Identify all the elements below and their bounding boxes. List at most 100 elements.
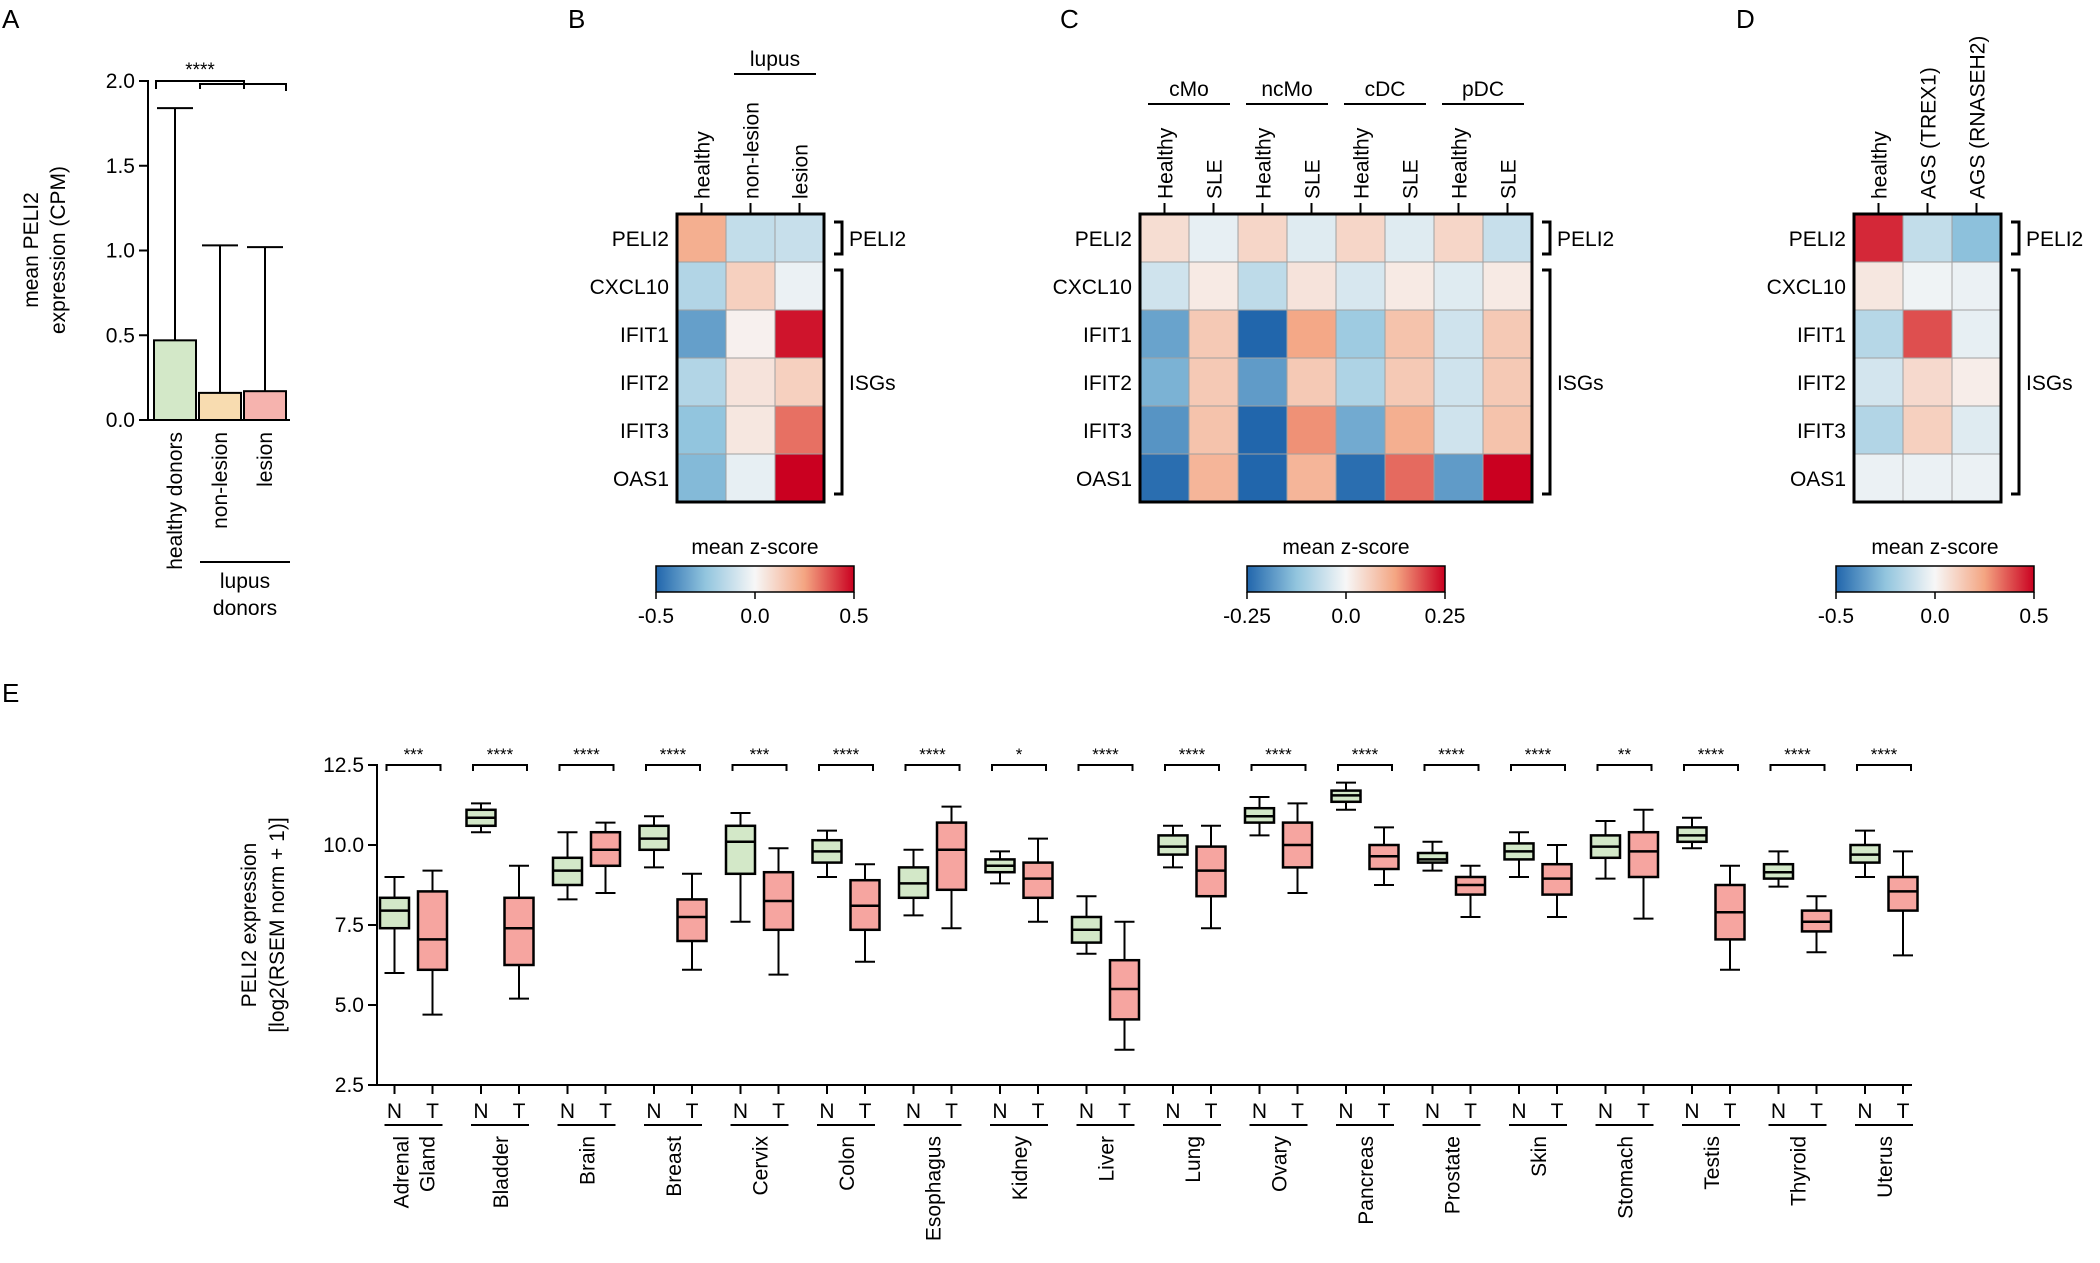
significance-label-e: ***: [750, 745, 770, 764]
heatmap-cell-IFIT1-4: [1286, 309, 1337, 359]
row-label-IFIT3: IFIT3: [620, 420, 669, 443]
row-label-IFIT3: IFIT3: [1797, 420, 1846, 443]
heatmap-cell-PELI2-2: [1902, 213, 1953, 263]
panel-c-heatmap: PELI2 CXCL10 IFIT1 IFIT2 IFIT3 OAS1 Healthy SLE…: [1053, 78, 1615, 628]
heatmap-cell-IFIT3-7: [1433, 405, 1484, 455]
heatmap-cell-IFIT2-1: [1853, 357, 1904, 407]
panel-label-e: E: [2, 678, 19, 708]
heatmap-cell-PELI2-5: [1335, 213, 1386, 263]
heatmap-cell-CXCL10-2: [1188, 261, 1239, 311]
heatmap-cell-IFIT2-2: [725, 357, 776, 407]
colorbar-tick-label: -0.5: [1818, 605, 1854, 628]
significance-label-e: ****: [1352, 745, 1379, 764]
bracket-label-isgs: ISGs: [2026, 372, 2073, 395]
heatmap-cell-PELI2-1: [676, 213, 727, 263]
heatmap-cell-IFIT3-1: [1139, 405, 1190, 455]
significance-label-e: ****: [1438, 745, 1465, 764]
tissue-label: Cervix: [750, 1136, 773, 1196]
row-label-IFIT3: IFIT3: [1083, 420, 1132, 443]
pair-label-T: T: [1205, 1100, 1218, 1123]
group-label-a: lupus: [220, 570, 270, 593]
significance-label-e: *: [1016, 745, 1023, 764]
colorbar-tick-label: 0.5: [839, 605, 868, 628]
heatmap-cell-CXCL10-1: [1139, 261, 1190, 311]
tissue-label: Stomach: [1615, 1136, 1638, 1219]
colorbar-tick-label: 0.0: [740, 605, 769, 628]
colorbar: [1835, 565, 2035, 593]
heatmap-cell-IFIT1-7: [1433, 309, 1484, 359]
bracket-label-isgs: ISGs: [1557, 372, 1604, 395]
panel-label-b: B: [568, 4, 585, 34]
pair-label-N: N: [1857, 1100, 1872, 1123]
y-tick-label-a: 0.0: [106, 409, 135, 432]
heatmap-cell-IFIT2-1: [1139, 357, 1190, 407]
heatmap-cell-PELI2-6: [1384, 213, 1435, 263]
heatmap-cell-OAS1-1: [1139, 453, 1190, 503]
y-tick-label-a: 2.0: [106, 70, 135, 93]
heatmap-cell-PELI2-8: [1482, 213, 1533, 263]
pair-label-N: N: [1165, 1100, 1180, 1123]
heatmap-cell-IFIT3-2: [1902, 405, 1953, 455]
heatmap-cell-OAS1-3: [774, 453, 825, 503]
box-Adrenal-Gland-T: [416, 890, 449, 972]
significance-bracket-e: [645, 764, 701, 771]
row-label-PELI2: PELI2: [1789, 228, 1846, 251]
pair-label-N: N: [1511, 1100, 1526, 1123]
colorbar-title: mean z-score: [1871, 536, 1998, 559]
bar-lesion: [243, 390, 287, 421]
heatmap-cell-IFIT1-5: [1335, 309, 1386, 359]
column-label: Healthy: [1155, 127, 1178, 199]
row-label-CXCL10: CXCL10: [590, 276, 669, 299]
significance-label-e: ***: [404, 745, 424, 764]
heatmap-cell-CXCL10-8: [1482, 261, 1533, 311]
heatmap-cell-IFIT3-3: [774, 405, 825, 455]
heatmap-cell-IFIT3-6: [1384, 405, 1435, 455]
row-label-OAS1: OAS1: [1076, 468, 1132, 491]
heatmap-cell-PELI2-2: [725, 213, 776, 263]
heatmap-cell-IFIT2-8: [1482, 357, 1533, 407]
column-label: SLE: [1302, 159, 1325, 199]
heatmap-cell-IFIT1-8: [1482, 309, 1533, 359]
tissue-label: Kidney: [1009, 1136, 1032, 1201]
pair-label-T: T: [686, 1100, 699, 1123]
significance-label-e: ****: [919, 745, 946, 764]
tissue-label: Prostate: [1442, 1136, 1465, 1214]
heatmap-cell-IFIT2-4: [1286, 357, 1337, 407]
pair-label-N: N: [733, 1100, 748, 1123]
heatmap-cell-IFIT3-4: [1286, 405, 1337, 455]
heatmap-cell-PELI2-3: [774, 213, 825, 263]
bracket-isgs: [834, 268, 844, 496]
row-label-IFIT1: IFIT1: [620, 324, 669, 347]
heatmap-cell-IFIT1-3: [1951, 309, 2002, 359]
heatmap-cell-IFIT2-3: [774, 357, 825, 407]
heatmap-cell-IFIT1-2: [725, 309, 776, 359]
heatmap-cell-IFIT1-6: [1384, 309, 1435, 359]
pair-label-N: N: [819, 1100, 834, 1123]
row-label-PELI2: PELI2: [612, 228, 669, 251]
colorbar-tick-label: 0.0: [1331, 605, 1360, 628]
significance-bracket-a: [199, 83, 287, 91]
significance-bracket-e: [1164, 764, 1220, 771]
significance-bracket-e: [1510, 764, 1566, 771]
box-Bladder-T: [503, 896, 535, 967]
pair-label-T: T: [772, 1100, 785, 1123]
heatmap-cell-IFIT3-5: [1335, 405, 1386, 455]
heatmap-cell-OAS1-8: [1482, 453, 1533, 503]
panel-label-d: D: [1736, 4, 1755, 34]
y-tick-label-a: 0.5: [106, 324, 135, 347]
heatmap-cell-OAS1-1: [1853, 453, 1904, 503]
box-Stomach-T: [1627, 830, 1660, 879]
heatmap-cell-OAS1-2: [1188, 453, 1239, 503]
tissue-label: Lung: [1182, 1136, 1205, 1183]
row-label-IFIT2: IFIT2: [1797, 372, 1846, 395]
row-label-OAS1: OAS1: [613, 468, 669, 491]
significance-label-e: ****: [1265, 745, 1292, 764]
pair-label-N: N: [387, 1100, 402, 1123]
heatmap-cell-OAS1-7: [1433, 453, 1484, 503]
pair-label-T: T: [1724, 1100, 1737, 1123]
significance-bracket-e: [1596, 764, 1653, 771]
pair-label-T: T: [945, 1100, 958, 1123]
heatmap-cell-OAS1-4: [1286, 453, 1337, 503]
y-tick-label-e: 10.0: [323, 834, 364, 857]
